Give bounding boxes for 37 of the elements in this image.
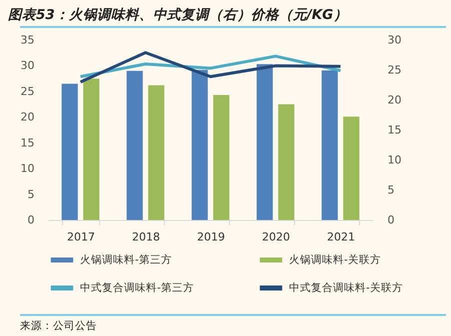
x-tick-label: 2018	[132, 230, 160, 244]
line-series	[79, 51, 342, 84]
chart-title: 图表53：火锅调味料、中式复调（右）价格（元/KG）	[7, 6, 348, 25]
y-tick-label: 20	[20, 110, 34, 124]
bar	[148, 85, 164, 220]
bar	[83, 78, 100, 220]
y2-tick-label: 15	[388, 124, 402, 136]
x-tick-label: 2021	[327, 230, 355, 244]
bar	[62, 84, 78, 220]
y2-tick-label: 5	[388, 184, 394, 196]
x-tick-label: 2017	[67, 230, 95, 244]
y-tick-label: 15	[20, 136, 34, 150]
y-tick-label: 25	[20, 84, 34, 98]
bar	[278, 104, 294, 220]
bar	[343, 116, 360, 220]
legend-label: 中式复合调味料-第三方	[80, 281, 194, 294]
legend-label: 火锅调味料-关联方	[289, 253, 381, 266]
y-tick-label: 30	[20, 59, 34, 72]
x-tick-label: 2020	[262, 230, 290, 244]
y2-tick-label: 10	[388, 154, 402, 166]
y-tick-label: 5	[28, 188, 34, 201]
source-note: 来源：公司公告	[19, 319, 98, 333]
legend-label: 火锅调味料-第三方	[80, 253, 172, 266]
bar	[213, 95, 230, 220]
y-tick-label: 0	[28, 214, 34, 226]
y-tick-label: 35	[20, 34, 34, 46]
bar	[126, 70, 143, 220]
x-tick-label: 2019	[197, 230, 225, 244]
y2-tick-label: 0	[388, 214, 394, 226]
y2-tick-label: 25	[388, 64, 402, 76]
bar	[256, 64, 273, 220]
legend-label: 中式复合调味料-关联方	[289, 281, 403, 294]
y2-tick-label: 20	[388, 94, 402, 106]
y-tick-label: 10	[20, 162, 34, 176]
bar	[322, 70, 338, 220]
bar	[192, 70, 208, 220]
y2-tick-label: 30	[388, 34, 402, 46]
